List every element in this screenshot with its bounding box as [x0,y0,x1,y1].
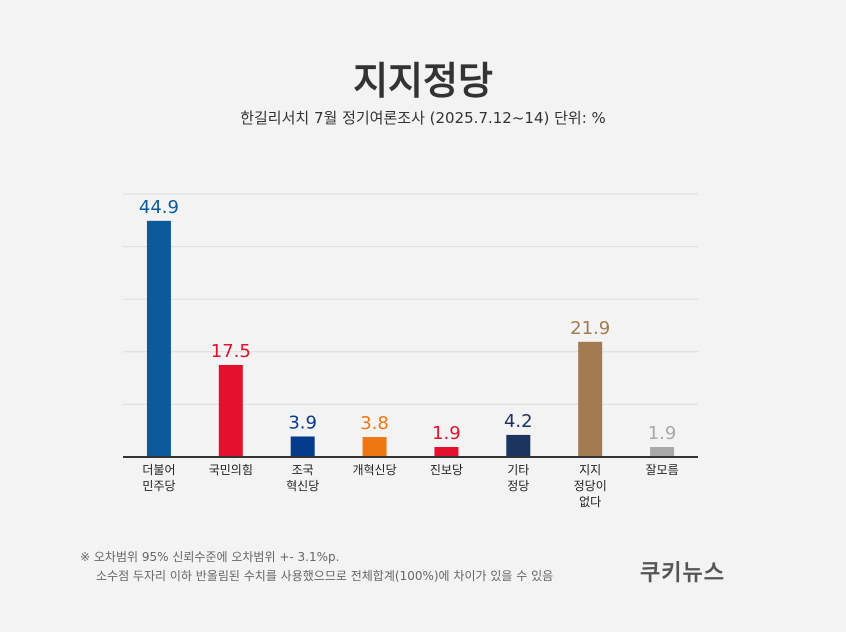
bar [578,341,603,457]
category-label: 기타 [507,463,529,477]
bar [506,434,531,457]
category-label: 개혁신당 [352,463,396,477]
category-label: 진보당 [430,463,463,477]
data-label: 3.9 [288,412,317,433]
category-label: 정당 [507,479,529,493]
category-label: 지지 [579,463,601,477]
category-label: 민주당 [142,479,175,493]
footnote-line-1: ※ 오차범위 95% 신뢰수준에 오차범위 +- 3.1%p. [80,550,340,564]
data-label: 3.8 [360,413,389,434]
chart-title: 지지정당 [353,59,493,103]
bar [650,447,675,457]
data-label: 1.9 [648,423,677,444]
footnote: ※ 오차범위 95% 신뢰수준에 오차범위 +- 3.1%p. 소수점 두자리 … [80,548,553,586]
footnote-line-2: 소수점 두자리 이하 반올림된 수치를 사용했으므로 전체합계(100%)에 차… [96,569,554,583]
category-label: 조국 [292,463,314,477]
data-label: 1.9 [432,423,461,444]
category-label: 더불어 [142,463,175,477]
bar [218,364,243,457]
category-label: 정당이 [574,479,607,493]
data-label: 4.2 [504,411,533,432]
bar [362,437,387,457]
bar [146,220,171,457]
category-label: 없다 [579,495,601,509]
category-label: 국민의힘 [209,463,253,477]
publisher-logo: 쿠키뉴스 [640,561,725,586]
category-label: 혁신당 [286,479,319,493]
chart-subtitle: 한길리서치 7월 정기여론조사 (2025.7.12~14) 단위: % [240,109,606,127]
category-label: 잘모름 [646,463,679,477]
data-label: 44.9 [139,197,179,218]
bar [434,447,459,457]
data-label: 21.9 [570,318,610,339]
bar [290,436,315,457]
data-label: 17.5 [211,341,251,362]
